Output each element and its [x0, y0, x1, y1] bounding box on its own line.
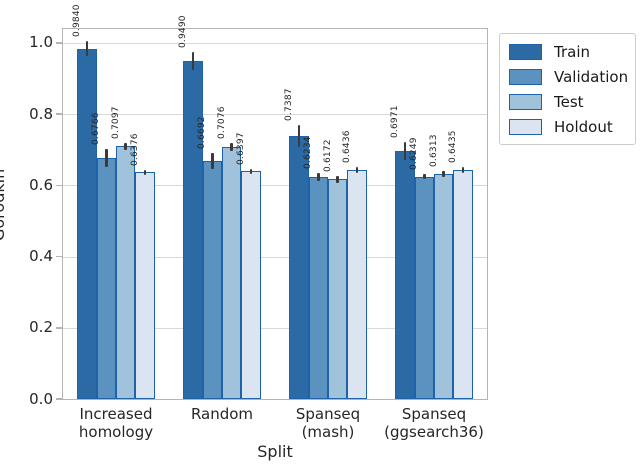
- bar-value-label: 0.6172: [322, 138, 333, 172]
- y-tick-label: 0.6: [29, 175, 53, 194]
- legend-item-test: Test: [500, 89, 635, 114]
- bar-value-label: 0.6249: [409, 137, 420, 170]
- error-bar: [143, 169, 147, 175]
- legend-label: Holdout: [554, 117, 613, 136]
- bar-holdout-spanseq-ggsearch36: [453, 169, 473, 399]
- bar-value-label: 0.6692: [197, 116, 208, 149]
- error-bar: [124, 142, 127, 150]
- gridline: [63, 256, 487, 258]
- gridline: [63, 327, 487, 329]
- y-tick: [56, 113, 62, 115]
- error-bar: [249, 168, 253, 174]
- bar-train-random: [183, 61, 203, 399]
- plot-area: 0.9840 0.9490 0.7387 0.6971 0.6766 0.6692 0.62…: [62, 4, 488, 400]
- bar-validation-spanseq-mash: [308, 177, 328, 399]
- x-tick-label-increased-homology: Increased homology: [78, 405, 154, 441]
- legend-label: Train: [554, 42, 590, 61]
- gridline: [63, 42, 487, 44]
- gridline: [63, 185, 487, 187]
- bar-value-label: 0.6435: [448, 130, 459, 163]
- y-tick-label: 0.8: [29, 104, 53, 123]
- error-bar: [85, 41, 89, 57]
- gridline: [63, 114, 487, 116]
- legend-swatch-holdout: [509, 118, 542, 135]
- bar-value-label: 0.6971: [389, 104, 400, 138]
- legend-swatch-train: [509, 43, 542, 60]
- x-tick-label-spanseq-ggsearch36: Spanseq (ggsearch36): [384, 405, 484, 441]
- bar-validation-increased-homology: [96, 158, 116, 399]
- y-tick-label: 1.0: [29, 33, 53, 52]
- bar-test-increased-homology: [116, 146, 136, 399]
- bar-test-spanseq-mash: [328, 179, 348, 399]
- bar-value-label: 0.7076: [216, 106, 227, 139]
- legend-swatch-test: [509, 93, 542, 110]
- error-bar: [317, 172, 320, 182]
- bar-value-label: 0.6766: [91, 112, 102, 145]
- y-tick-label: 0.0: [29, 389, 53, 408]
- y-tick: [56, 255, 62, 258]
- bar-holdout-spanseq-mash: [347, 169, 367, 399]
- x-tick-label-spanseq-mash: Spanseq (mash): [295, 405, 361, 441]
- bar-value-label: 0.9840: [71, 4, 82, 38]
- bar-value-label: 0.7387: [283, 88, 294, 121]
- bar-train-increased-homology: [77, 48, 97, 399]
- y-tick: [56, 327, 62, 329]
- bar-test-random: [222, 147, 242, 399]
- bar-value-label: 0.9490: [177, 15, 188, 49]
- error-bar: [423, 174, 426, 179]
- bar-test-spanseq-ggsearch36: [434, 174, 454, 399]
- y-tick-label: 0.4: [29, 247, 53, 266]
- error-bar: [230, 142, 233, 152]
- legend-item-validation: Validation: [500, 64, 635, 89]
- bar-validation-random: [202, 160, 222, 399]
- legend-label: Validation: [554, 67, 629, 86]
- bar-train-spanseq-ggsearch36: [395, 150, 415, 399]
- bar-value-label: 0.6397: [236, 131, 247, 165]
- y-tick: [56, 398, 62, 400]
- legend-label: Test: [554, 92, 584, 111]
- error-bar: [191, 52, 195, 70]
- error-bar: [355, 167, 359, 173]
- legend-swatch-validation: [509, 68, 542, 85]
- error-bar: [105, 148, 108, 168]
- error-bar: [211, 152, 214, 169]
- bar-value-label: 0.7097: [110, 105, 121, 139]
- legend-item-train: Train: [500, 39, 635, 64]
- x-axis-label: Split: [257, 442, 293, 461]
- error-bar: [461, 167, 465, 173]
- bar-value-label: 0.6234: [303, 135, 314, 169]
- bar-validation-spanseq-ggsearch36: [414, 176, 434, 399]
- error-bar: [336, 175, 339, 183]
- y-axis-label: Gorodkin: [0, 168, 8, 241]
- bar-value-label: 0.6313: [428, 134, 439, 168]
- bar-train-spanseq-mash: [289, 136, 309, 399]
- y-tick: [56, 42, 62, 44]
- bar-holdout-increased-homology: [135, 172, 155, 399]
- bar-value-label: 0.6436: [342, 130, 353, 163]
- error-bar: [403, 141, 407, 160]
- legend-item-holdout: Holdout: [500, 114, 635, 139]
- error-bar: [297, 124, 301, 147]
- bar-value-label: 0.6376: [130, 132, 141, 166]
- error-bar: [442, 171, 445, 178]
- y-tick-label: 0.2: [29, 318, 53, 337]
- legend: Train Validation Test Holdout: [499, 33, 636, 145]
- y-tick: [56, 184, 62, 187]
- bar-holdout-random: [241, 171, 261, 399]
- x-tick-label-random: Random: [190, 405, 254, 423]
